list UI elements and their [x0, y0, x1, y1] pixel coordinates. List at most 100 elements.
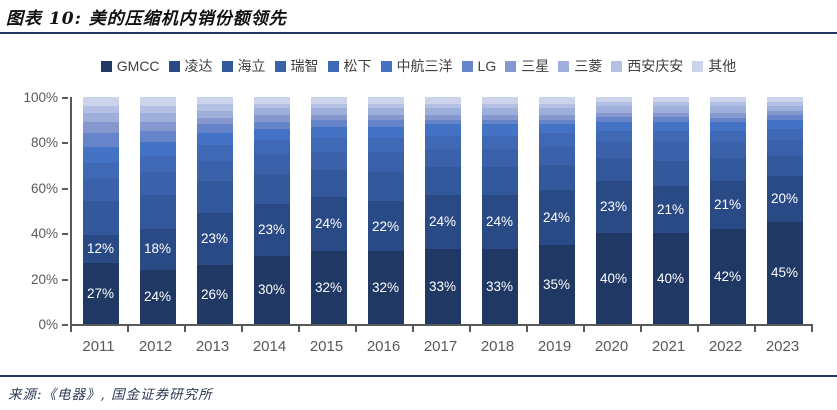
bar-data-label: 24% [542, 209, 571, 225]
bar-segment-三星 [538, 115, 575, 120]
x-axis-label: 2011 [82, 338, 115, 355]
bar-segment-GMCC: 45% [766, 221, 803, 324]
x-axis-tick [697, 326, 699, 332]
bar-segment-凌达: 24% [481, 194, 518, 250]
bar-segment-其他 [367, 97, 404, 104]
bar-segment-海立 [766, 156, 803, 177]
bar-segment-LG [766, 115, 803, 120]
bar-segment-海立 [595, 158, 632, 181]
bar-segment-海立 [196, 181, 233, 213]
bar-data-label: 24% [143, 289, 172, 305]
legend-label: 三菱 [574, 58, 603, 74]
bar-segment-其他 [709, 97, 746, 102]
stacked-bar-2018: 33% 24% [481, 97, 518, 324]
bar-segment-瑞智 [481, 149, 518, 168]
bar-data-label: 21% [713, 197, 742, 213]
bar-data-label: 23% [257, 222, 286, 238]
legend-swatch-icon [461, 60, 473, 72]
bar-segment-西安庆安 [139, 106, 176, 113]
bar-data-label: 26% [200, 286, 229, 302]
legend-swatch-icon [611, 60, 623, 72]
bar-segment-松下 [766, 128, 803, 141]
y-axis-label: 80% [30, 135, 58, 151]
x-axis-label: 2021 [651, 338, 686, 355]
bar-data-label: 40% [656, 270, 685, 286]
legend-item-凌达: 凌达 [168, 56, 213, 76]
stacked-bar-2014: 30% 23% [253, 97, 290, 324]
bar-segment-海立 [424, 167, 461, 195]
legend-swatch-icon [505, 60, 517, 72]
legend-item-中航三洋: 中航三洋 [380, 56, 453, 76]
bar-data-label: 24% [485, 214, 514, 230]
bar-data-label: 35% [542, 276, 571, 292]
bar-segment-凌达: 23% [253, 203, 290, 256]
plot-area: 27% 12% 24% 18% 26% 23% 30% 23% 32% 24% 32% 22% 33% 2… [70, 97, 813, 326]
bar-segment-西安庆安 [82, 106, 119, 113]
bar-segment-松下 [652, 131, 689, 143]
legend-swatch-icon [221, 60, 233, 72]
bar-segment-LG [709, 117, 746, 123]
bar-data-label: 12% [86, 241, 115, 257]
x-axis-tick [184, 326, 186, 332]
bar-segment-中航三洋 [196, 133, 233, 145]
legend-swatch-icon [692, 60, 704, 72]
bar-data-label: 24% [428, 214, 457, 230]
bar-data-label: 40% [599, 270, 628, 286]
title-divider [0, 32, 837, 34]
bar-segment-松下 [709, 131, 746, 143]
bar-segment-瑞智 [424, 149, 461, 168]
legend-label: GMCC [116, 58, 160, 74]
bar-segment-中航三洋 [481, 124, 518, 136]
bar-data-label: 20% [770, 191, 799, 207]
bar-data-label: 33% [485, 278, 514, 294]
bar-data-label: 27% [86, 285, 115, 301]
chart-legend: GMCC 凌达 海立 瑞智 松下 中航三洋 LG 三星 三菱 西安庆安 其他 [0, 56, 837, 76]
bar-segment-凌达: 21% [652, 185, 689, 234]
bar-segment-LG [481, 119, 518, 125]
bar-segment-瑞智 [310, 151, 347, 170]
x-axis-label: 2023 [765, 338, 800, 355]
bar-segment-LG [424, 119, 461, 125]
legend-item-三星: 三星 [505, 56, 549, 76]
bar-segment-西安庆安 [766, 101, 803, 107]
x-axis-tick [412, 326, 414, 332]
bar-segment-三星 [766, 110, 803, 116]
y-axis-tick [62, 187, 68, 190]
y-axis-label: 100% [23, 90, 58, 105]
x-axis-tick [811, 326, 813, 332]
x-axis-label: 2022 [708, 338, 743, 355]
bar-segment-LG [139, 131, 176, 143]
legend-label: 其他 [708, 58, 737, 74]
bar-segment-三星 [709, 112, 746, 118]
bar-segment-GMCC: 42% [709, 228, 746, 324]
bar-segment-凌达: 23% [196, 212, 233, 265]
bar-segment-海立 [538, 165, 575, 191]
bar-segment-松下 [310, 137, 347, 152]
bar-segment-LG [595, 117, 632, 123]
bar-segment-瑞智 [652, 142, 689, 161]
x-axis-label: 2012 [138, 338, 173, 355]
x-axis-label: 2020 [594, 338, 629, 355]
bar-segment-瑞智 [196, 160, 233, 182]
bar-segment-其他 [538, 97, 575, 104]
x-axis-label: 2019 [537, 338, 572, 355]
bar-segment-三星 [82, 122, 119, 134]
bar-segment-中航三洋 [538, 124, 575, 134]
legend-item-瑞智: 瑞智 [274, 56, 319, 76]
y-axis-label: 40% [30, 226, 58, 242]
stacked-bar-2015: 32% 24% [310, 97, 347, 324]
bar-segment-三菱 [310, 108, 347, 116]
bar-segment-GMCC: 24% [139, 269, 176, 324]
bar-segment-中航三洋 [253, 128, 290, 141]
x-axis-label: 2014 [252, 338, 287, 355]
legend-item-松下: 松下 [327, 56, 372, 76]
bar-segment-松下 [424, 135, 461, 150]
bar-segment-三星 [424, 115, 461, 120]
x-axis-label: 2013 [195, 338, 230, 355]
bar-segment-海立 [709, 158, 746, 182]
stacked-bar-2020: 40% 23% [595, 97, 632, 324]
bar-segment-凌达: 24% [310, 196, 347, 252]
bar-segment-瑞智 [253, 153, 290, 175]
x-axis-label: 2016 [366, 338, 401, 355]
y-axis-tick [62, 97, 68, 99]
